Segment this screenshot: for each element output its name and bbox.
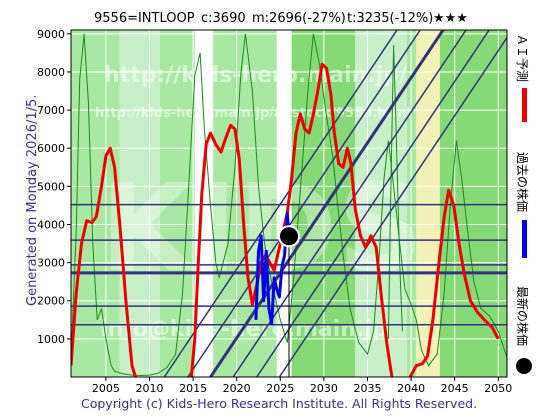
x-tick-label-2005: 2005: [92, 382, 120, 395]
trend-line-4: [256, 30, 491, 377]
trend-line-5: [278, 37, 507, 377]
rating-stars: ★★★: [433, 11, 468, 26]
y-tick-label-5000: 5000: [37, 180, 65, 193]
x-tick-label-2030: 2030: [310, 382, 338, 395]
legend-latest-dot: [516, 358, 532, 374]
y-tick-label-9000: 9000: [37, 28, 65, 41]
trend-line-1: [187, 30, 422, 377]
x-tick-label-2015: 2015: [179, 382, 207, 395]
legend-ai-label: ＡＩ予測: [515, 34, 529, 82]
x-tick-label-2020: 2020: [223, 382, 251, 395]
m-forecast-label: m:2696(-27%): [252, 11, 346, 26]
axis-ticks: 2005 2010 2015 2020 2025 2030 2035 2040 2045 2050…: [37, 28, 512, 395]
copyright-footer: Copyright (c) Kids-Hero Research Institu…: [81, 396, 477, 411]
y-tick-label-1000: 1000: [37, 333, 65, 346]
plot-frame: [70, 29, 508, 378]
legend-latest-label: 最新の株価: [515, 286, 530, 346]
ai-forecast-line-2: [189, 62, 394, 377]
trend-line-3: [232, 30, 467, 377]
legend: ＡＩ予測 過去の株価 最新の株価: [515, 34, 532, 374]
watermark-page-url: http://kids-hero.main.jp/ai/stock/9556.h…: [95, 106, 411, 121]
thin-curve-line-2: [387, 45, 403, 339]
y-tick-label-2000: 2000: [37, 295, 65, 308]
y-tick-label-8000: 8000: [37, 66, 65, 79]
x-tick-label-2050: 2050: [484, 382, 512, 395]
watermark-url: http://kids-hero.main.jp/: [104, 63, 408, 88]
legend-past-label: 過去の株価: [515, 152, 530, 212]
band-4: [213, 30, 277, 377]
band-9: [416, 30, 440, 377]
trend-lines: [163, 30, 507, 377]
x-tick-label-2040: 2040: [397, 382, 425, 395]
trend-line-2: [209, 30, 445, 377]
x-tick-label-2025: 2025: [266, 382, 294, 395]
close-price-label: c:3690: [201, 11, 246, 26]
y-tick-label-3000: 3000: [37, 257, 65, 270]
x-tick-label-2045: 2045: [441, 382, 469, 395]
y-tick-label-6000: 6000: [37, 142, 65, 155]
latest-price-dot: [278, 225, 300, 248]
t-forecast-label: t:3235(-12%): [347, 11, 433, 26]
past-price-line: [254, 211, 291, 326]
y-tick-label-4000: 4000: [37, 218, 65, 231]
ai-forecast-line-1: [71, 146, 137, 377]
x-tick-label-2010: 2010: [135, 382, 163, 395]
trend-line-0: [163, 30, 398, 377]
band-2: [159, 30, 195, 377]
legend-past-swatch: [522, 220, 527, 258]
x-tick-label-2035: 2035: [353, 382, 381, 395]
legend-ai-swatch: [522, 88, 527, 122]
ticker-title: 9556=INTLOOP: [94, 11, 195, 26]
y-tick-label-7000: 7000: [37, 104, 65, 117]
band-3: [194, 30, 214, 377]
price-series: [71, 62, 500, 377]
generated-date-label: Generated on Monday 2026/1/5.: [25, 95, 40, 306]
ai-forecast-line-3: [408, 188, 500, 377]
